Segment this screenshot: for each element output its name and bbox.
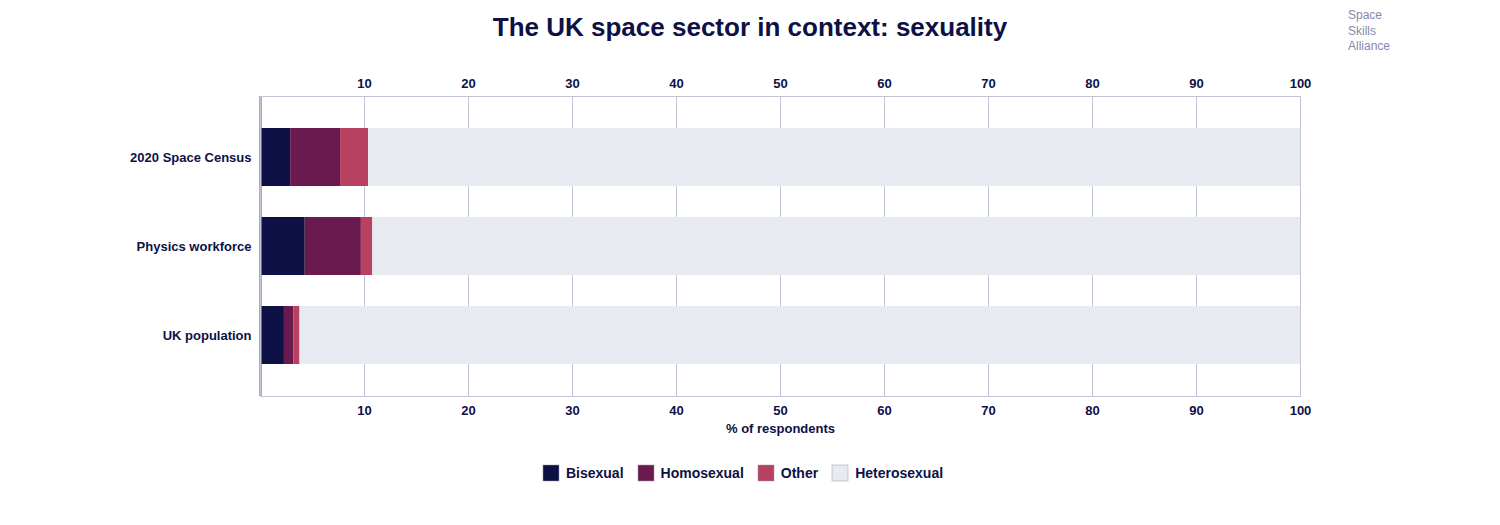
svg-text:80: 80 — [1085, 403, 1099, 418]
svg-text:30: 30 — [565, 403, 579, 418]
svg-text:70: 70 — [981, 76, 995, 91]
svg-text:100: 100 — [1290, 403, 1312, 418]
svg-text:80: 80 — [1085, 76, 1099, 91]
svg-text:Physics workforce: Physics workforce — [137, 239, 252, 254]
svg-text:30: 30 — [565, 76, 579, 91]
html-text:Heterosexual: Heterosexual — [855, 464, 944, 481]
svg-text:50: 50 — [773, 76, 787, 91]
svg-text:50: 50 — [773, 403, 787, 418]
svg-text:60: 60 — [877, 403, 891, 418]
svg-text:UK population: UK population — [163, 328, 252, 343]
html-text:Space Skills Alliance: Space Skills Alliance — [1348, 8, 1390, 54]
svg-text:20: 20 — [461, 76, 475, 91]
svg-text:100: 100 — [1290, 76, 1312, 91]
svg-text:10: 10 — [357, 76, 371, 91]
svg-text:% of respondents: % of respondents — [726, 421, 835, 436]
svg-text:40: 40 — [669, 403, 683, 418]
svg-text:70: 70 — [981, 403, 995, 418]
svg-text:90: 90 — [1189, 403, 1203, 418]
svg-text:2020 Space Census: 2020 Space Census — [130, 150, 251, 165]
svg-text:90: 90 — [1189, 76, 1203, 91]
svg-text:20: 20 — [461, 403, 475, 418]
html-text:Other: Other — [780, 464, 819, 481]
svg-text:60: 60 — [877, 76, 891, 91]
html-text:Bisexual: Bisexual — [565, 464, 624, 481]
html-text:The UK space sector in context: The UK space sector in context: sexualit… — [492, 12, 1008, 42]
html-text:Homosexual: Homosexual — [660, 464, 744, 481]
svg-text:10: 10 — [357, 403, 371, 418]
svg-text:40: 40 — [669, 76, 683, 91]
